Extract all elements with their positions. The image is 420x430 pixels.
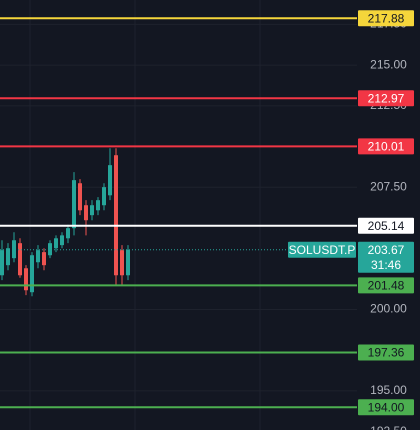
- y-tick-label: 215.00: [370, 57, 407, 71]
- candle-body: [6, 248, 10, 266]
- candle-body: [108, 165, 112, 196]
- level-label: 197.36: [368, 346, 405, 360]
- candle-body: [36, 250, 40, 263]
- level-label-box: [358, 399, 414, 416]
- candle-body: [90, 205, 94, 216]
- level-label-box: [358, 138, 414, 155]
- candle-body: [72, 180, 76, 229]
- candle-body: [66, 228, 70, 239]
- candle-body: [84, 205, 88, 221]
- level-label-box: [358, 10, 414, 27]
- candle-body: [78, 183, 82, 211]
- candle-body: [120, 250, 124, 276]
- level-label-box: [358, 217, 414, 234]
- candle-body: [114, 155, 118, 276]
- level-label: 205.14: [368, 219, 405, 233]
- candle-body: [102, 187, 106, 206]
- candle-body: [42, 252, 46, 266]
- symbol-label: SOLUSDT.P: [289, 243, 356, 257]
- level-label-box: [358, 90, 414, 107]
- level-label: 194.00: [368, 400, 405, 414]
- y-tick-label: 200.00: [370, 302, 407, 316]
- candle-body: [30, 255, 34, 293]
- candle-body: [0, 250, 4, 276]
- candle-body: [24, 268, 28, 291]
- level-label-box: [358, 277, 414, 294]
- level-label: 210.01: [368, 140, 405, 154]
- y-tick-label: 195.00: [370, 383, 407, 397]
- candle-body: [18, 243, 22, 276]
- level-label-box: [358, 344, 414, 361]
- y-tick-label: 207.50: [370, 179, 407, 193]
- last-price-box: [358, 241, 414, 273]
- y-tick-label: 192.50: [370, 424, 407, 430]
- symbol-label-box: [288, 241, 356, 258]
- candle-body: [96, 200, 100, 211]
- level-label: 217.88: [368, 11, 405, 25]
- level-label: 201.48: [368, 279, 405, 293]
- candle-body: [48, 243, 52, 256]
- candle-body: [60, 235, 64, 246]
- candle-body: [12, 240, 16, 259]
- candle-body: [126, 249, 130, 276]
- countdown-label: 31:46: [371, 258, 401, 272]
- candle-body: [54, 238, 58, 249]
- last-price-label: 203.67: [368, 243, 405, 257]
- level-label: 212.97: [368, 91, 405, 105]
